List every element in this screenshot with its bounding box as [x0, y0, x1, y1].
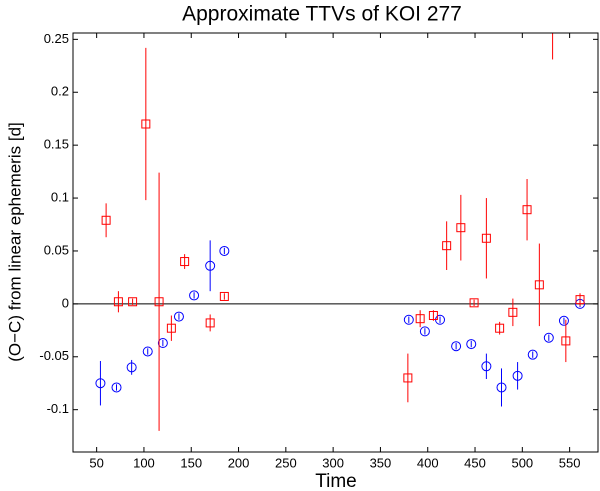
- point: [219, 291, 229, 301]
- point: [157, 338, 168, 349]
- point: [403, 373, 413, 383]
- y-tick-label: 0.2: [51, 84, 69, 99]
- point: [561, 336, 571, 346]
- point: [219, 245, 230, 256]
- point: [495, 323, 505, 333]
- point: [154, 297, 164, 307]
- y-tick-label: -0.1: [47, 401, 69, 416]
- point: [428, 311, 438, 321]
- y-tick-label: 0.05: [44, 242, 69, 257]
- point: [508, 307, 518, 317]
- point: [456, 223, 466, 233]
- point: [469, 298, 479, 308]
- axes: 50 100 150 200 250 300 350 400 450 500 550 -0.1 -0.0…: [39, 31, 598, 470]
- x-tick-label: 500: [511, 455, 533, 470]
- x-tick-label: 50: [89, 455, 103, 470]
- point: [527, 349, 538, 360]
- point: [126, 362, 137, 373]
- point: [415, 314, 425, 324]
- x-tick-label: 550: [559, 455, 581, 470]
- point: [451, 341, 462, 352]
- y-tick-label: -0.05: [39, 348, 69, 363]
- point: [128, 297, 138, 307]
- point: [466, 339, 477, 350]
- point: [205, 318, 215, 328]
- point: [189, 290, 200, 301]
- x-tick-label: 450: [464, 455, 486, 470]
- point: [180, 257, 190, 267]
- point: [142, 346, 153, 357]
- y-tick-label: 0.25: [44, 31, 69, 46]
- x-axis-label: Time: [315, 471, 357, 491]
- point: [205, 260, 216, 271]
- point: [575, 295, 585, 305]
- point: [166, 323, 176, 333]
- point: [95, 378, 106, 389]
- y-tick-label: 0: [62, 295, 69, 310]
- x-tick-label: 250: [275, 455, 297, 470]
- point: [101, 215, 111, 225]
- y-axis-label: (O−C) from linear ephemeris [d]: [5, 122, 24, 362]
- x-tick-label: 400: [417, 455, 439, 470]
- point: [558, 315, 569, 326]
- y-tick-label: 0.15: [44, 137, 69, 152]
- point: [543, 332, 554, 343]
- plot-frame: [72, 32, 599, 453]
- point: [496, 382, 507, 393]
- x-tick-label: 300: [322, 455, 344, 470]
- point: [173, 311, 184, 322]
- point: [442, 241, 452, 251]
- x-tick-label: 350: [370, 455, 392, 470]
- point: [403, 314, 414, 325]
- point: [481, 233, 491, 243]
- point: [534, 280, 544, 290]
- point: [512, 370, 523, 381]
- x-tick-label: 100: [133, 455, 155, 470]
- y-tick-label: 0.1: [51, 189, 69, 204]
- point: [522, 205, 532, 215]
- point: [113, 297, 123, 307]
- x-tick-label: 150: [180, 455, 202, 470]
- plot-area: [73, 33, 598, 431]
- point: [141, 119, 151, 129]
- point: [419, 326, 430, 337]
- point: [481, 361, 492, 372]
- x-tick-label: 200: [228, 455, 250, 470]
- point: [111, 382, 122, 393]
- chart-title: Approximate TTVs of KOI 277: [182, 3, 462, 26]
